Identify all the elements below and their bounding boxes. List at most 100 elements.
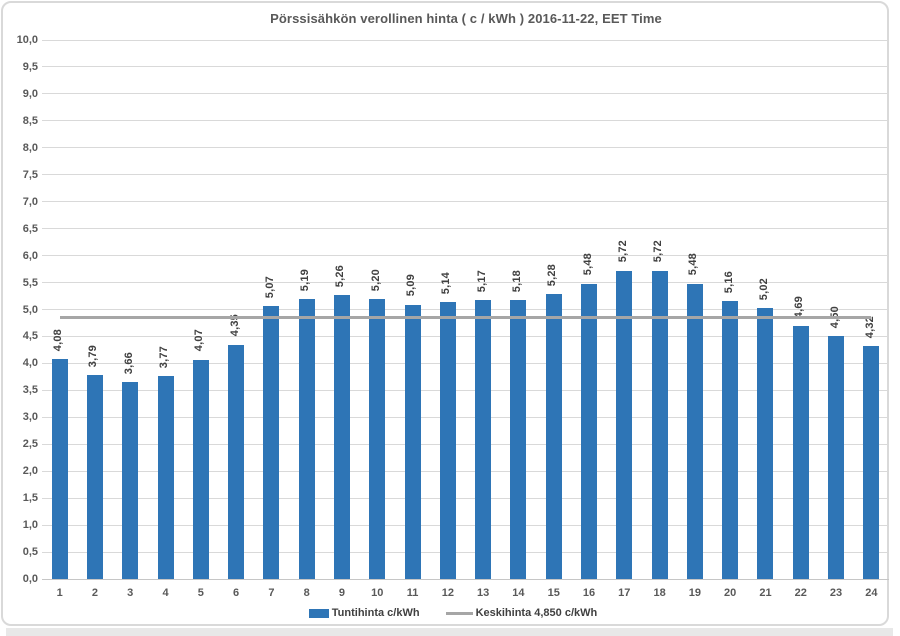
bar-hour-24[interactable] <box>863 346 880 579</box>
bar-value-label: 5,14 <box>440 271 453 294</box>
y-axis-tick-label: 7,5 <box>22 168 38 181</box>
bar-value-label: 5,20 <box>369 268 382 291</box>
y-axis-tick-label: 0,5 <box>22 546 38 559</box>
gridline <box>42 389 889 391</box>
chart-frame: Pörssisähkön verollinen hinta ( c / kWh … <box>1 1 889 626</box>
bar-hour-20[interactable] <box>722 300 739 579</box>
bar-hour-19[interactable] <box>686 283 703 579</box>
bar-hour-17[interactable] <box>616 270 633 579</box>
bar-value-label: 5,72 <box>616 240 629 263</box>
bar-value-label: 5,48 <box>687 253 700 276</box>
bar-value-label: 4,69 <box>793 296 806 319</box>
y-axis-tick-label: 5,5 <box>22 276 38 289</box>
gridline <box>42 335 889 337</box>
bar-value-label: 3,77 <box>158 345 171 368</box>
bar-hour-22[interactable] <box>792 326 809 579</box>
x-axis-tick-label: 16 <box>582 587 596 599</box>
bar-hour-6[interactable] <box>228 344 245 579</box>
bar-value-label: 5,07 <box>263 275 276 298</box>
bar-hour-9[interactable] <box>333 295 350 579</box>
gridline <box>42 174 889 176</box>
x-axis-tick-label: 13 <box>477 587 490 599</box>
bar-value-label: 5,17 <box>475 270 488 293</box>
bar-value-label: 4,32 <box>863 315 876 339</box>
x-axis-tick-label: 14 <box>512 587 525 599</box>
bar-hour-8[interactable] <box>298 299 315 579</box>
bar-value-label: 5,19 <box>299 269 312 292</box>
bar-value-label: 3,79 <box>87 344 100 367</box>
y-axis-tick-label: 4,0 <box>22 357 38 370</box>
bar-value-label: 5,48 <box>581 253 594 276</box>
gridline <box>42 578 889 580</box>
bar-value-label: 5,18 <box>510 269 523 292</box>
y-axis-tick-label: 6,0 <box>22 249 38 262</box>
x-axis-tick-label: 20 <box>724 587 737 599</box>
bar-value-label: 4,08 <box>52 328 65 352</box>
bar-hour-5[interactable] <box>192 359 209 579</box>
average-line[interactable] <box>59 316 872 320</box>
x-axis-tick-label: 15 <box>547 587 560 599</box>
gridline <box>42 416 889 418</box>
bar-hour-1[interactable] <box>51 359 68 579</box>
gridline <box>42 66 889 68</box>
legend-item-keskihinta[interactable]: Keskihinta 4,850 c/kWh <box>445 607 598 619</box>
y-axis-tick-label: 2,0 <box>22 465 38 478</box>
bar-hour-11[interactable] <box>404 304 421 579</box>
gridline <box>42 201 889 203</box>
bar-hour-10[interactable] <box>369 298 386 579</box>
legend-label: Tuntihinta c/kWh <box>331 607 420 619</box>
x-axis-tick-label: 9 <box>338 587 346 599</box>
gridline <box>42 362 889 364</box>
x-axis-tick-label: 1 <box>56 587 63 599</box>
x-axis-tick-label: 6 <box>233 587 240 599</box>
bar-hour-2[interactable] <box>86 374 103 579</box>
bar-value-label: 5,26 <box>334 265 347 288</box>
y-axis-tick-label: 8,5 <box>22 114 38 127</box>
bar-hour-16[interactable] <box>581 283 598 579</box>
gridline <box>42 497 889 499</box>
legend-item-tuntihinta[interactable]: Tuntihinta c/kWh <box>308 607 420 619</box>
chart-title: Pörssisähkön verollinen hinta ( c / kWh … <box>270 11 662 26</box>
x-axis-tick-label: 12 <box>441 587 454 599</box>
bar-hour-23[interactable] <box>828 336 845 579</box>
legend-label: Keskihinta 4,850 c/kWh <box>475 607 598 619</box>
bar-value-label: 3,66 <box>122 351 135 374</box>
bar-hour-14[interactable] <box>510 299 527 579</box>
bar-hour-15[interactable] <box>545 294 562 579</box>
chart-shadow <box>6 628 893 636</box>
bar-value-label: 5,09 <box>405 274 418 297</box>
y-axis-tick-label: 9,0 <box>22 87 38 100</box>
gridline <box>42 524 889 526</box>
bar-hour-7[interactable] <box>263 305 280 579</box>
bar-value-label: 5,28 <box>546 264 559 287</box>
gridline <box>42 39 889 41</box>
y-axis-tick-label: 3,0 <box>22 411 38 424</box>
gridline <box>42 228 889 230</box>
x-axis-tick-label: 7 <box>268 587 275 599</box>
y-axis-tick-label: 7,0 <box>22 195 38 208</box>
bar-hour-18[interactable] <box>651 270 668 579</box>
x-axis-tick-label: 5 <box>197 587 204 599</box>
y-axis-tick-label: 2,5 <box>22 438 38 451</box>
gridline <box>42 282 889 284</box>
bar-hour-3[interactable] <box>122 381 139 579</box>
gridline <box>42 551 889 553</box>
legend-line-swatch-icon <box>445 611 473 615</box>
bar-hour-12[interactable] <box>439 301 456 579</box>
x-axis-tick-label: 4 <box>162 587 169 599</box>
y-axis-tick-label: 9,5 <box>22 60 38 73</box>
x-axis-tick-label: 11 <box>406 587 419 599</box>
legend-bar-swatch-icon <box>308 608 329 618</box>
x-axis-tick-label: 10 <box>371 587 384 599</box>
bar-hour-4[interactable] <box>157 375 174 579</box>
bar-value-label: 5,72 <box>652 240 665 263</box>
x-axis-tick-label: 22 <box>794 587 807 599</box>
y-axis-tick-label: 0,0 <box>22 573 38 585</box>
gridline <box>42 93 889 95</box>
bar-hour-21[interactable] <box>757 308 774 579</box>
x-axis-tick-label: 23 <box>829 587 843 599</box>
y-axis-tick-label: 6,5 <box>22 222 38 235</box>
x-axis-tick-label: 18 <box>653 587 666 599</box>
bar-hour-13[interactable] <box>475 300 492 579</box>
